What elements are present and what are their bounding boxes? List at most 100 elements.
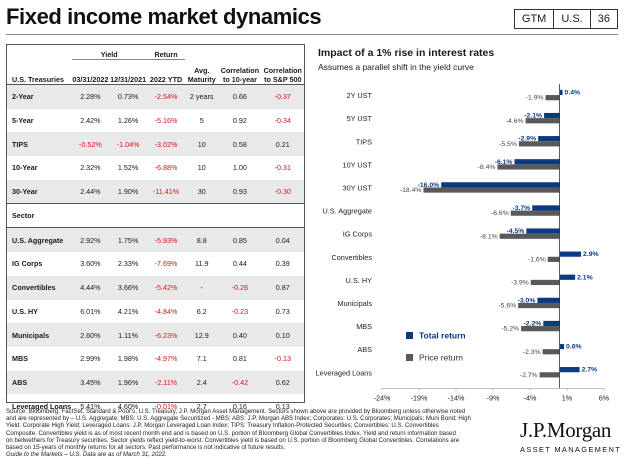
footnote-line: and are represented by – U.S. Aggregate;… xyxy=(6,415,471,423)
cell-corr-10y: 1.00 xyxy=(232,163,247,173)
cell-yield-current: 3.60% xyxy=(80,259,101,269)
x-tick-label: 6% xyxy=(599,393,610,402)
cell-avg-maturity: 10 xyxy=(185,132,219,157)
price-return-bar xyxy=(530,279,560,286)
cell-yield-current: 2.92% xyxy=(71,227,110,253)
cell-corr-10y: -0.23 xyxy=(231,306,249,316)
cell-avg-maturity: 6.2 xyxy=(196,306,207,316)
cell-row-name: 2-Year xyxy=(7,84,72,109)
price-return-label: -3.9% xyxy=(511,279,529,286)
price-return-label: -8.1% xyxy=(480,233,498,240)
total-return-bar xyxy=(532,205,560,211)
cell-yield-prior: 3.66% xyxy=(109,275,147,300)
chart-subtitle: Assumes a parallel shift in the yield cu… xyxy=(318,62,474,72)
cell-row-name: 10-Year xyxy=(12,163,38,173)
table-row: 10-Year 2.32% 1.52% -6.88% 10 1.00 -0.31 xyxy=(7,156,304,180)
price-return-label: -2.7% xyxy=(520,372,538,379)
jpmorgan-logo: J.P.Morgan ASSET MANAGEMENT xyxy=(520,418,621,454)
table-row: Leveraged Loans 5.41% 4.60% -0.01% 2.7 0.16 0.… xyxy=(7,394,304,418)
legend-swatch-total-return xyxy=(406,332,413,339)
category-label: 30Y UST xyxy=(343,183,373,192)
col-header-return-ytd: 2022 YTD xyxy=(146,59,186,85)
cell-yield-prior: 1.96% xyxy=(109,370,147,395)
cell-corr-10y: 0.44 xyxy=(232,259,247,269)
table-row: U.S. Aggregate 2.92% 1.75% -5.93% 8.8 0.85 0.0… xyxy=(7,227,304,253)
cell-return-ytd: -11.41% xyxy=(146,179,186,205)
col-header-yield-current: 03/31/2022 xyxy=(71,59,110,85)
logo-wordmark: J.P.Morgan xyxy=(520,418,612,442)
x-tick-label: -19% xyxy=(411,393,428,402)
cell-row-name: IG Corps xyxy=(12,259,43,269)
price-return-bar xyxy=(525,118,560,124)
cell-return-ytd: -2.11% xyxy=(146,370,186,395)
badge-region: U.S. xyxy=(553,9,591,29)
cell-corr-sp500: 0.62 xyxy=(261,370,304,395)
cell-yield-prior: 1.26% xyxy=(117,116,139,126)
table-row: 30-Year 2.44% 1.90% -11.41% 30 0.93 -0.30 xyxy=(7,179,304,205)
col-header-corr-sp500: Correlation to S&P 500 xyxy=(261,59,304,85)
x-tick-label: -4% xyxy=(524,393,537,402)
total-return-bar xyxy=(559,89,563,96)
total-return-bar xyxy=(543,320,560,327)
total-return-label: 2.9% xyxy=(583,251,599,258)
cell-corr-10y: 0.58 xyxy=(218,132,262,157)
category-label: 2Y UST xyxy=(347,91,373,100)
sector-rows: U.S. Aggregate 2.92% 1.75% -5.93% 8.8 0.85 0.0… xyxy=(7,227,304,418)
total-return-label: -2.9% xyxy=(518,136,536,143)
footnote-line: Source: Bloomberg, FactSet, Standard & P… xyxy=(6,408,466,415)
cell-corr-10y: 0.40 xyxy=(218,323,262,347)
price-return-bar xyxy=(510,210,560,216)
cell-return-ytd: -2.54% xyxy=(146,84,186,109)
price-return-label: -5.2% xyxy=(501,326,519,333)
table-row: U.S. HY 6.01% 4.21% -4.84% 6.2 -0.23 0.73 xyxy=(7,300,304,324)
total-return-label: -4.5% xyxy=(507,228,525,235)
cell-avg-maturity: 8.8 xyxy=(185,227,219,253)
rate-impact-bar-chart: 2Y UST 0.4% -1.9% 5Y UST -2.1%-4.6% TIPS -2.9%… xyxy=(316,84,610,402)
price-return-bar xyxy=(499,233,560,239)
cell-return-ytd: -5.42% xyxy=(146,275,186,300)
price-return-bar xyxy=(521,326,560,332)
cell-row-name: 5-Year xyxy=(12,116,34,126)
cell-avg-maturity: - xyxy=(185,275,219,300)
table-row: ABS 3.45% 1.96% -2.11% 2.4 -0.42 0.62 xyxy=(7,370,304,395)
total-return-bar xyxy=(441,182,560,188)
total-return-label: -16.0% xyxy=(418,182,440,189)
cell-yield-current: 2.32% xyxy=(80,163,101,173)
cell-avg-maturity: 30 xyxy=(185,179,219,205)
price-return-label: -8.4% xyxy=(478,164,496,171)
price-return-bar xyxy=(518,141,560,147)
price-return-label: -2.3% xyxy=(523,349,541,356)
cell-corr-sp500: -0.31 xyxy=(274,163,291,173)
cell-corr-sp500: 0.87 xyxy=(261,275,304,300)
cell-row-name: 30-Year xyxy=(7,179,72,205)
badge-page-number: 36 xyxy=(589,9,618,29)
logo-subtitle: ASSET MANAGEMENT xyxy=(520,445,622,454)
category-label: ABS xyxy=(357,345,372,354)
cell-corr-10y: 0.66 xyxy=(218,84,262,109)
price-return-bar xyxy=(423,187,560,193)
cell-yield-prior: 0.73% xyxy=(109,84,147,109)
cell-corr-10y: -0.42 xyxy=(218,370,262,395)
cell-row-name: Leveraged Loans xyxy=(12,401,72,411)
category-label: Convertibles xyxy=(331,253,372,262)
total-return-label: -3.0% xyxy=(518,297,536,304)
treasuries-rows: 2-Year 2.28% 0.73% -2.54% 2 years 0.66 -0.37 5-… xyxy=(7,84,304,205)
cell-yield-prior: 4.21% xyxy=(117,306,139,316)
category-label: MBS xyxy=(356,322,372,331)
cell-return-ytd: -6.23% xyxy=(146,323,186,347)
cell-corr-10y: 0.93 xyxy=(218,179,262,205)
cell-yield-current: -0.52% xyxy=(71,132,110,157)
title-divider xyxy=(6,34,618,35)
badge-gtm: GTM xyxy=(513,9,555,29)
cell-yield-prior: 1.90% xyxy=(109,179,147,205)
legend-label: Price return xyxy=(419,353,463,363)
cell-return-ytd: -5.16% xyxy=(154,116,178,126)
table-row: TIPS -0.52% -1.04% -3.02% 10 0.58 0.21 xyxy=(7,132,304,157)
cell-corr-10y: 0.16 xyxy=(232,401,247,411)
x-tick-label: 1% xyxy=(562,393,573,402)
cell-corr-10y: 0.85 xyxy=(218,227,262,253)
price-return-bar xyxy=(542,349,560,355)
category-label: U.S. HY xyxy=(346,276,372,285)
table-row: 5-Year 2.42% 1.26% -5.16% 5 0.92 -0.34 xyxy=(7,109,304,133)
cell-return-ytd: -5.93% xyxy=(146,227,186,253)
